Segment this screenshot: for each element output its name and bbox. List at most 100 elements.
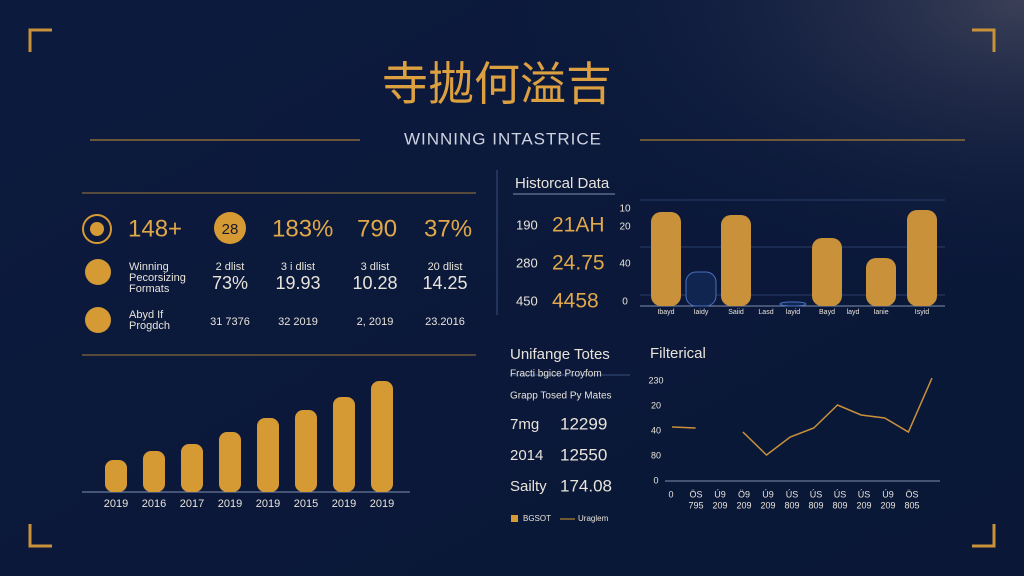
x-tick-label: Lasd bbox=[758, 309, 773, 316]
x-tick-label: Isyid bbox=[915, 309, 930, 316]
stat-value: 790 bbox=[357, 215, 397, 242]
row-cell: 19.93 bbox=[275, 273, 320, 293]
bar bbox=[105, 460, 127, 492]
x-tick-label: 809 bbox=[784, 500, 799, 510]
bar bbox=[721, 215, 751, 306]
x-tick-label: 2019 bbox=[218, 498, 242, 510]
row-cell: 73% bbox=[212, 273, 248, 293]
y-axis-label: 20 bbox=[651, 400, 661, 410]
row-key: 280 bbox=[516, 255, 538, 270]
y-axis-label: 20 bbox=[619, 222, 631, 233]
row-value: 24.75 bbox=[552, 252, 605, 275]
bar bbox=[295, 410, 317, 492]
x-tick-label: ÖS bbox=[905, 489, 918, 499]
x-tick-label: ÚS bbox=[858, 489, 871, 499]
subtitle: WINNING INTASTRICE bbox=[404, 129, 602, 148]
x-tick-label: 809 bbox=[808, 500, 823, 510]
bar bbox=[333, 397, 355, 492]
row-label: Progdch bbox=[129, 320, 170, 332]
row-cell: 10.28 bbox=[352, 273, 397, 293]
x-tick-label: Ö9 bbox=[738, 489, 750, 499]
x-tick-label: 2019 bbox=[256, 498, 280, 510]
x-tick-label: Ianie bbox=[873, 309, 888, 316]
subtitle: Fracti bgice Proyfom bbox=[510, 369, 602, 380]
row-cell: 32 2019 bbox=[278, 316, 318, 328]
x-tick-label: ÖS bbox=[689, 489, 702, 499]
x-tick-label: Ibayd bbox=[657, 309, 674, 316]
bar bbox=[651, 212, 681, 306]
bar bbox=[685, 271, 717, 307]
x-tick-label: ÚS bbox=[786, 489, 799, 499]
row-value: 4458 bbox=[552, 290, 599, 313]
corners bbox=[28, 28, 996, 548]
panel-title: Filterical bbox=[650, 345, 706, 362]
row-label: Abyd If bbox=[129, 309, 164, 321]
x-tick-label: 2017 bbox=[180, 498, 204, 510]
panel-title: Unifange Totes bbox=[510, 346, 610, 363]
x-tick-label: ÚS bbox=[834, 489, 847, 499]
x-tick-label: layd bbox=[847, 309, 860, 316]
legend-label: Uraglem bbox=[578, 514, 609, 523]
x-tick-label: 0 bbox=[668, 489, 673, 499]
x-tick-label: Ú9 bbox=[714, 489, 726, 499]
x-tick-label: 2019 bbox=[332, 498, 356, 510]
y-axis-label: 40 bbox=[651, 425, 661, 435]
row-value: 174.08 bbox=[560, 476, 612, 495]
bar bbox=[812, 238, 842, 306]
row-cell: 31 7376 bbox=[210, 316, 250, 328]
bar bbox=[181, 444, 203, 492]
x-tick-label: Saiid bbox=[728, 309, 744, 316]
stat-value: 37% bbox=[424, 215, 472, 242]
x-tick-label: 809 bbox=[832, 500, 847, 510]
x-tick-label: 209 bbox=[712, 500, 727, 510]
row-label: Winning bbox=[129, 261, 169, 273]
caption: Grapp Tosed Py Mates bbox=[510, 391, 612, 402]
legend-swatch bbox=[511, 515, 518, 522]
row-key: 190 bbox=[516, 217, 538, 232]
x-tick-label: 2019 bbox=[370, 498, 394, 510]
x-tick-label: 2015 bbox=[294, 498, 318, 510]
y-axis-label: 0 bbox=[653, 475, 658, 485]
row-cell: 20 dlist bbox=[428, 261, 463, 273]
bar bbox=[143, 451, 165, 492]
row-value: 12299 bbox=[560, 414, 607, 433]
x-tick-label: 805 bbox=[904, 500, 919, 510]
y-axis-label: 10 bbox=[619, 204, 631, 215]
x-tick-label: 2019 bbox=[104, 498, 128, 510]
row-cell: 23.2016 bbox=[425, 316, 465, 328]
stat-value: 183% bbox=[272, 215, 333, 242]
x-tick-label: 209 bbox=[736, 500, 751, 510]
row-label: Pecorsizing bbox=[129, 272, 186, 284]
row-cell: 3 dlist bbox=[361, 261, 390, 273]
panel-title: Historcal Data bbox=[515, 175, 610, 192]
bar bbox=[866, 258, 896, 306]
stat-value: 28 bbox=[222, 221, 239, 238]
x-tick-label: 209 bbox=[856, 500, 871, 510]
x-tick-label: 795 bbox=[688, 500, 703, 510]
row-cell: 3 i dlist bbox=[281, 261, 315, 273]
row-key: 7mg bbox=[510, 416, 539, 433]
x-tick-label: layid bbox=[786, 309, 801, 316]
x-tick-label: Iaidy bbox=[694, 309, 709, 316]
y-axis-label: 230 bbox=[648, 375, 663, 385]
row-cell: 14.25 bbox=[422, 273, 467, 293]
x-tick-label: Ú9 bbox=[762, 489, 774, 499]
x-tick-label: 209 bbox=[880, 500, 895, 510]
y-axis-label: 80 bbox=[651, 450, 661, 460]
row-cell: 2 dlist bbox=[216, 261, 245, 273]
bar bbox=[907, 210, 937, 306]
title: 寺拋何溢吉 bbox=[382, 58, 612, 110]
y-axis-label: 40 bbox=[619, 259, 631, 270]
row-cell: 2, 2019 bbox=[357, 316, 394, 328]
icons bbox=[82, 212, 246, 333]
row-key: 2014 bbox=[510, 447, 543, 464]
legend-label: BGSOT bbox=[523, 514, 551, 523]
line bbox=[671, 377, 933, 456]
stat-value: 148+ bbox=[128, 215, 182, 242]
row-key: Sailty bbox=[510, 478, 547, 495]
y-axis-label: 0 bbox=[622, 297, 628, 308]
row-label: Formats bbox=[129, 283, 170, 295]
x-tick-label: 2016 bbox=[142, 498, 166, 510]
